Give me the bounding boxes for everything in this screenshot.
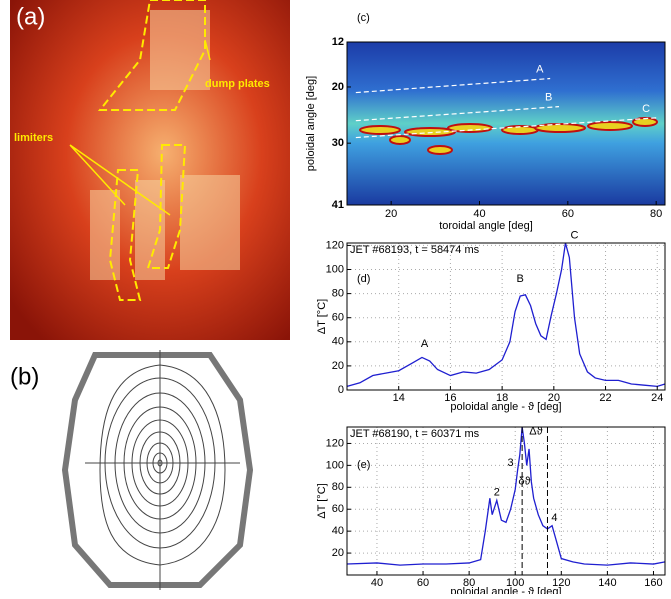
y-axis-label: poloidal angle [deg] — [305, 76, 317, 171]
panel-label: (c) — [357, 12, 370, 24]
annotation: limiters — [14, 132, 53, 144]
chart-title: JET #68193, t = 58474 ms — [350, 244, 480, 256]
y-tick-label: 30 — [332, 137, 344, 149]
annotation: δϑ — [518, 476, 530, 488]
annotation: A — [421, 338, 429, 350]
x-tick-label: 120 — [552, 577, 570, 589]
plot-frame — [346, 426, 666, 576]
plot-frame — [346, 41, 666, 206]
x-tick-label: 140 — [598, 577, 616, 589]
y-axis-label: ΔT [°C] — [316, 483, 328, 518]
panel-label: (a) — [16, 3, 45, 30]
guide-line — [355, 106, 560, 122]
annotation: 2 — [494, 487, 500, 499]
y-tick-label: 60 — [332, 503, 344, 515]
data-line — [346, 242, 666, 388]
annotation: 4 — [551, 512, 557, 524]
y-tick-label: 20 — [332, 360, 344, 372]
limiter-outline — [108, 144, 187, 301]
y-tick-label: 80 — [332, 288, 344, 300]
heatmap-hotspot — [632, 117, 658, 127]
annotation-arrow — [69, 39, 211, 216]
y-tick-label: 80 — [332, 481, 344, 493]
annotation: B — [517, 273, 524, 285]
x-tick-label: 160 — [644, 577, 662, 589]
x-tick-label: 80 — [650, 208, 662, 220]
annotation: dump plates — [205, 78, 270, 90]
annotation: Δϑ — [529, 425, 542, 437]
photo: (a) dump plates limiters — [10, 0, 290, 340]
y-tick-label: 120 — [326, 239, 344, 251]
panel-label: (b) — [10, 363, 39, 390]
panel: JET #68193, t = 58474 ms A B C 14 16 18 20 22 24 0… — [316, 230, 666, 413]
y-tick-label: 0 — [338, 384, 344, 396]
x-axis-label: poloidal angle - ϑ [deg] — [450, 401, 561, 413]
chart-title: JET #68190, t = 60371 ms — [350, 428, 480, 440]
x-tick-label: 20 — [385, 208, 397, 220]
x-tick-label: 60 — [417, 577, 429, 589]
x-tick-label: 22 — [599, 392, 611, 404]
guide-label: B — [545, 92, 552, 104]
panel: A B C 20 40 60 80 12 20 30 41 toroidal angle [deg] p… — [305, 12, 666, 232]
y-tick-label: 20 — [332, 547, 344, 559]
guide-line — [355, 117, 657, 139]
y-tick-label: 41 — [332, 199, 344, 211]
dump-plate-outline — [97, 0, 206, 111]
panel-label: (d) — [357, 273, 370, 285]
guide-line — [355, 77, 551, 94]
heatmap-hotspot — [404, 127, 456, 137]
heatmap-hotspot — [447, 123, 493, 133]
x-axis-label: toroidal angle [deg] — [439, 220, 533, 232]
annotation: 3 — [508, 457, 514, 469]
x-axis-label: poloidal angle - ϑ [deg] — [450, 586, 561, 594]
x-tick-label: 18 — [496, 392, 508, 404]
x-tick-label: 40 — [371, 577, 383, 589]
x-tick-label: 80 — [463, 577, 475, 589]
y-tick-label: 12 — [332, 36, 344, 48]
x-tick-label: 20 — [548, 392, 560, 404]
x-tick-label: 24 — [651, 392, 663, 404]
y-tick-label: 100 — [326, 263, 344, 275]
x-tick-label: 14 — [393, 392, 405, 404]
x-tick-label: 60 — [562, 208, 574, 220]
heatmap-hotspot — [587, 121, 633, 131]
heatmap-hotspot — [359, 125, 401, 135]
cross-section: (b) — [10, 350, 254, 590]
panel-label: (e) — [357, 459, 370, 471]
y-tick-label: 40 — [332, 336, 344, 348]
x-tick-label: 40 — [473, 208, 485, 220]
guide-label: C — [642, 103, 650, 115]
heatmap-hotspot — [389, 135, 411, 145]
guide-label: A — [536, 63, 544, 75]
x-tick-label: 16 — [444, 392, 456, 404]
data-line — [346, 426, 666, 566]
y-tick-label: 40 — [332, 525, 344, 537]
x-tick-label: 100 — [506, 577, 524, 589]
panel: JET #68190, t = 60371 ms 2 3 4 δϑ Δϑ 40 60 80 100… — [316, 425, 666, 598]
y-tick-label: 100 — [326, 459, 344, 471]
y-tick-label: 120 — [326, 437, 344, 449]
y-tick-label: 20 — [332, 81, 344, 93]
y-tick-label: 60 — [332, 312, 344, 324]
y-axis-label: ΔT [°C] — [316, 299, 328, 334]
heatmap-hotspot — [427, 145, 453, 155]
plot-frame — [346, 242, 666, 391]
annotation: C — [571, 230, 579, 242]
